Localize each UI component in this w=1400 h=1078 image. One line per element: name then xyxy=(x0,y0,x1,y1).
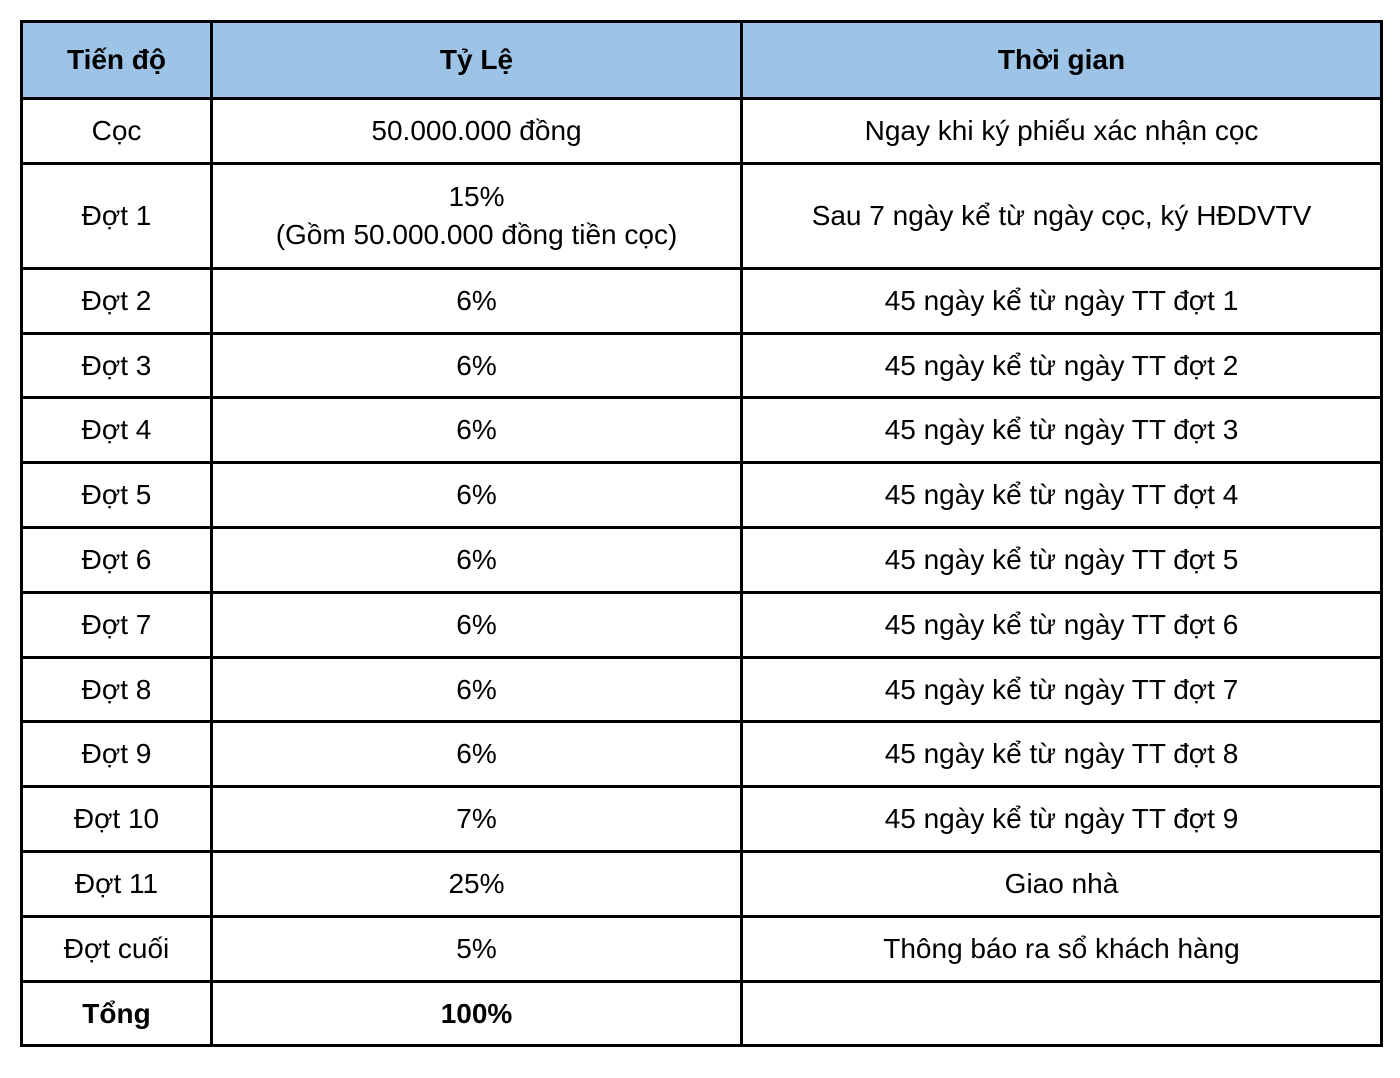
table-cell: 45 ngày kể từ ngày TT đợt 3 xyxy=(742,398,1382,463)
table-cell: Đợt cuối xyxy=(22,916,212,981)
payment-schedule-table: Tiến độ Tỷ Lệ Thời gian Cọc50.000.000 đồ… xyxy=(20,20,1383,1047)
table-cell: 6% xyxy=(212,527,742,592)
table-cell: 6% xyxy=(212,268,742,333)
table-cell: Đợt 6 xyxy=(22,527,212,592)
table-cell: Đợt 7 xyxy=(22,592,212,657)
table-cell: 45 ngày kể từ ngày TT đợt 5 xyxy=(742,527,1382,592)
table-cell: Đợt 11 xyxy=(22,851,212,916)
table-row: Đợt 86%45 ngày kể từ ngày TT đợt 7 xyxy=(22,657,1382,722)
table-cell: 45 ngày kể từ ngày TT đợt 1 xyxy=(742,268,1382,333)
table-cell: 45 ngày kể từ ngày TT đợt 4 xyxy=(742,463,1382,528)
table-row: Đợt 56%45 ngày kể từ ngày TT đợt 4 xyxy=(22,463,1382,528)
table-row: Đợt 26%45 ngày kể từ ngày TT đợt 1 xyxy=(22,268,1382,333)
table-cell: Đợt 3 xyxy=(22,333,212,398)
table-cell: 50.000.000 đồng xyxy=(212,99,742,164)
table-cell: 45 ngày kể từ ngày TT đợt 6 xyxy=(742,592,1382,657)
table-cell: Ngay khi ký phiếu xác nhận cọc xyxy=(742,99,1382,164)
table-row: Tổng100% xyxy=(22,981,1382,1046)
table-header-row: Tiến độ Tỷ Lệ Thời gian xyxy=(22,22,1382,99)
table-cell: Đợt 9 xyxy=(22,722,212,787)
table-cell: Đợt 1 xyxy=(22,163,212,268)
table-cell: 6% xyxy=(212,592,742,657)
table-row: Đợt 107%45 ngày kể từ ngày TT đợt 9 xyxy=(22,787,1382,852)
table-cell: 6% xyxy=(212,398,742,463)
table-cell: Thông báo ra sổ khách hàng xyxy=(742,916,1382,981)
table-row: Cọc50.000.000 đồngNgay khi ký phiếu xác … xyxy=(22,99,1382,164)
table-cell: Đợt 10 xyxy=(22,787,212,852)
table-cell: 45 ngày kể từ ngày TT đợt 8 xyxy=(742,722,1382,787)
table-cell: 6% xyxy=(212,657,742,722)
table-cell: Cọc xyxy=(22,99,212,164)
table-cell xyxy=(742,981,1382,1046)
table-cell: 6% xyxy=(212,463,742,528)
table-cell: Đợt 8 xyxy=(22,657,212,722)
table-row: Đợt cuối5%Thông báo ra sổ khách hàng xyxy=(22,916,1382,981)
table-cell: Tổng xyxy=(22,981,212,1046)
table-cell: 45 ngày kể từ ngày TT đợt 2 xyxy=(742,333,1382,398)
col-header-time: Thời gian xyxy=(742,22,1382,99)
table-cell: 45 ngày kể từ ngày TT đợt 7 xyxy=(742,657,1382,722)
table-cell: Đợt 2 xyxy=(22,268,212,333)
table-cell: 100% xyxy=(212,981,742,1046)
table-cell: 7% xyxy=(212,787,742,852)
col-header-rate: Tỷ Lệ xyxy=(212,22,742,99)
table-row: Đợt 96%45 ngày kể từ ngày TT đợt 8 xyxy=(22,722,1382,787)
table-cell: 6% xyxy=(212,333,742,398)
table-cell: 25% xyxy=(212,851,742,916)
table-row: Đợt 76%45 ngày kể từ ngày TT đợt 6 xyxy=(22,592,1382,657)
col-header-progress: Tiến độ xyxy=(22,22,212,99)
table-row: Đợt 36%45 ngày kể từ ngày TT đợt 2 xyxy=(22,333,1382,398)
table-cell: Đợt 5 xyxy=(22,463,212,528)
table-body: Cọc50.000.000 đồngNgay khi ký phiếu xác … xyxy=(22,99,1382,1046)
table-row: Đợt 1125%Giao nhà xyxy=(22,851,1382,916)
table-cell: Đợt 4 xyxy=(22,398,212,463)
table-cell: Giao nhà xyxy=(742,851,1382,916)
table-cell: 5% xyxy=(212,916,742,981)
table-row: Đợt 46%45 ngày kể từ ngày TT đợt 3 xyxy=(22,398,1382,463)
table-cell: 45 ngày kể từ ngày TT đợt 9 xyxy=(742,787,1382,852)
table-cell: 6% xyxy=(212,722,742,787)
table-row: Đợt 66%45 ngày kể từ ngày TT đợt 5 xyxy=(22,527,1382,592)
table-cell: Sau 7 ngày kể từ ngày cọc, ký HĐDVTV xyxy=(742,163,1382,268)
table-row: Đợt 115%(Gồm 50.000.000 đồng tiền cọc)Sa… xyxy=(22,163,1382,268)
table-cell: 15%(Gồm 50.000.000 đồng tiền cọc) xyxy=(212,163,742,268)
